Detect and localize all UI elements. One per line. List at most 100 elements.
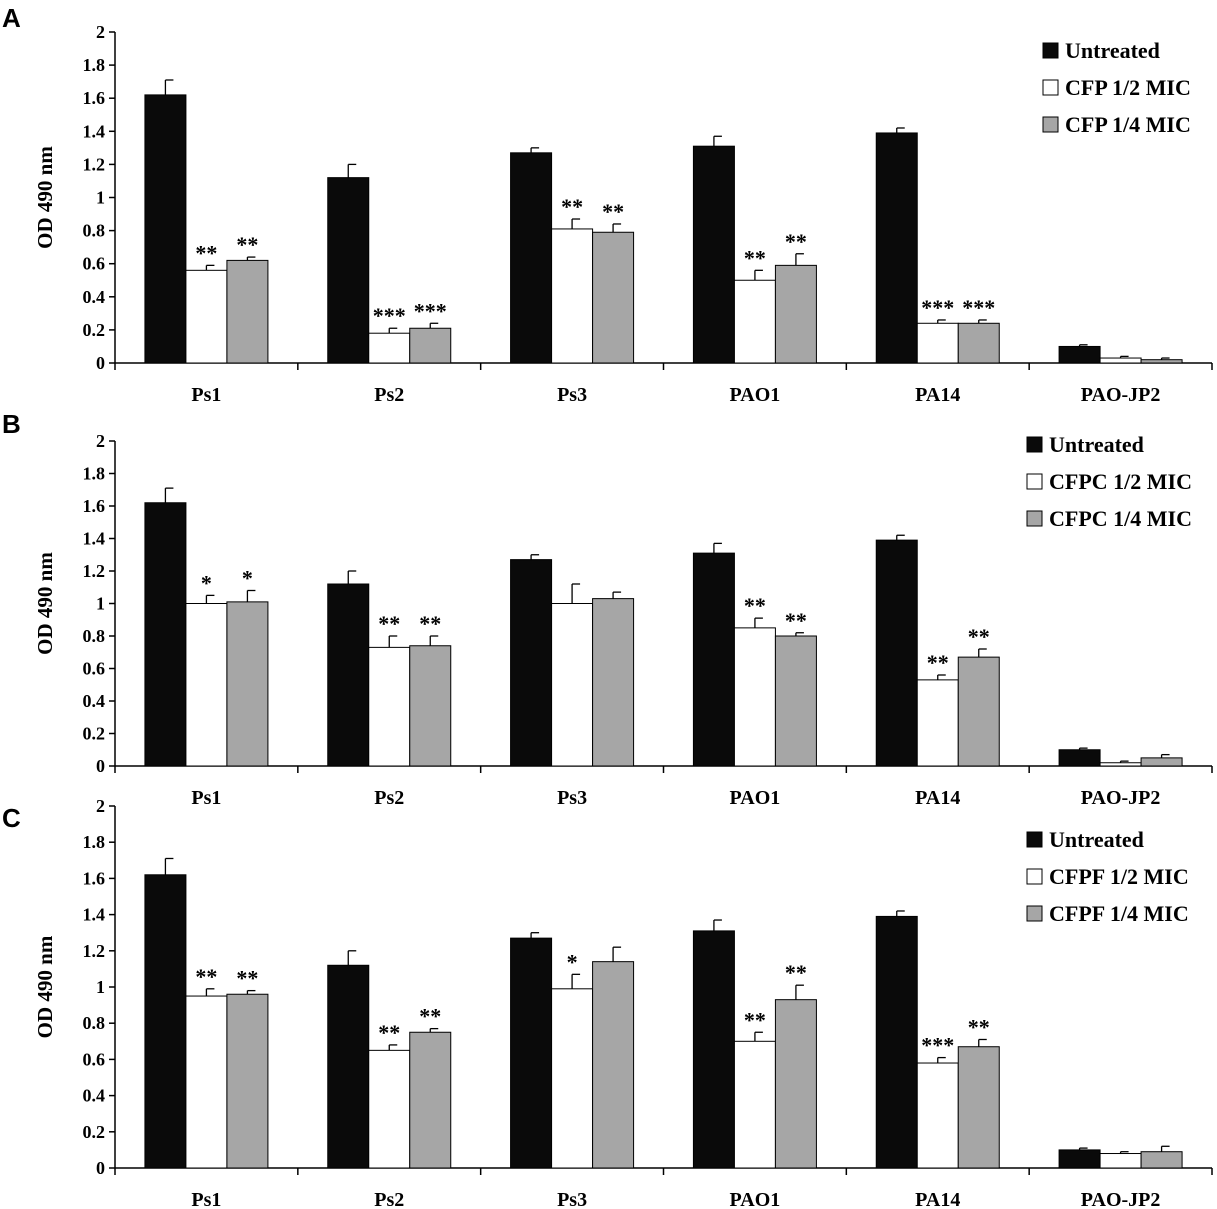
bar: [1140, 1151, 1183, 1169]
legend-swatch: [1026, 868, 1043, 885]
significance-label: **: [785, 960, 807, 985]
significance-label: **: [236, 966, 258, 991]
significance-label: ***: [962, 295, 995, 320]
bar: [144, 94, 187, 364]
bar: [144, 502, 187, 767]
significance-label: **: [744, 1007, 766, 1032]
chart-panel-a: A OD 490 nm 0 0.2 0.4 0.6 0.8 1 1.2 1.4 1.6 1.8 2 Ps1…: [2, 3, 1213, 406]
y-tick-label: 0.2: [83, 1122, 106, 1142]
bar: [368, 646, 411, 767]
x-tick-label: Ps1: [191, 1189, 221, 1209]
significance-label: **: [785, 608, 807, 633]
x-tick-label: Ps1: [191, 787, 221, 809]
panel-letter: B: [2, 409, 21, 439]
bar: [185, 995, 228, 1169]
bar: [185, 269, 228, 364]
bar: [1058, 1149, 1101, 1169]
bar: [409, 1031, 452, 1169]
y-axis-label: OD 490 nm: [33, 146, 57, 249]
bar: [692, 552, 735, 767]
significance-label: **: [419, 1004, 441, 1029]
bar: [1099, 357, 1142, 364]
bar: [916, 322, 959, 364]
bar: [368, 1049, 411, 1169]
y-tick-label: 0: [96, 756, 105, 776]
x-tick-label: PA14: [915, 384, 960, 406]
x-tick-label: PAO-JP2: [1081, 384, 1161, 406]
bar: [692, 145, 735, 364]
y-tick-label: 1.4: [83, 121, 106, 141]
legend-label: CFPC 1/2 MIC: [1049, 469, 1192, 494]
y-tick-label: 0.6: [83, 254, 106, 274]
significance-label: **: [378, 1020, 400, 1045]
significance-label: **: [785, 229, 807, 254]
significance-label: **: [236, 232, 258, 257]
bar: [144, 874, 187, 1169]
bar: [592, 961, 635, 1169]
chart-panel-b: B OD 490 nm 0 0.2 0.4 0.6 0.8 1 1.2 1.4 1.6 1.8 2 Ps1…: [2, 409, 1213, 809]
bar: [409, 327, 452, 364]
bar: [733, 1040, 776, 1169]
significance-label: **: [419, 611, 441, 636]
x-tick-label: Ps3: [557, 787, 587, 809]
significance-label: **: [195, 964, 217, 989]
y-tick-label: 1.6: [83, 496, 106, 516]
legend-label: CFPF 1/2 MIC: [1049, 864, 1189, 889]
bar: [1099, 1153, 1142, 1169]
x-tick-label: Ps3: [557, 1189, 587, 1209]
x-tick-label: PAO1: [730, 787, 781, 809]
bar: [226, 601, 269, 767]
bar: [510, 937, 553, 1169]
y-tick-label: 1: [96, 188, 105, 208]
y-tick-label: 0: [96, 353, 105, 373]
legend: Untreated CFPF 1/2 MIC CFPF 1/4 MIC: [1026, 827, 1189, 926]
y-tick-label: 0: [96, 1158, 105, 1178]
y-tick-label: 0.4: [83, 1086, 106, 1106]
x-tick-label: PAO-JP2: [1081, 787, 1161, 809]
y-tick-label: 1.2: [83, 941, 106, 961]
bar: [1140, 757, 1183, 767]
bar: [916, 679, 959, 767]
x-tick-label: Ps1: [191, 384, 221, 406]
legend-swatch: [1042, 116, 1059, 133]
panel-letter: A: [2, 3, 21, 33]
y-tick-label: 1: [96, 594, 105, 614]
y-axis-label: OD 490 nm: [33, 935, 57, 1038]
y-tick-label: 0.2: [83, 320, 106, 340]
legend-label: CFPF 1/4 MIC: [1049, 901, 1189, 926]
bar: [692, 930, 735, 1169]
y-tick-label: 1.6: [83, 88, 106, 108]
y-tick-label: 0.6: [83, 1049, 106, 1069]
significance-label: *: [242, 566, 253, 591]
legend-label: CFP 1/2 MIC: [1065, 75, 1191, 100]
y-tick-label: 0.2: [83, 724, 106, 744]
bar: [226, 993, 269, 1169]
significance-label: **: [744, 593, 766, 618]
bar: [510, 152, 553, 364]
legend-swatch: [1042, 79, 1059, 96]
y-tick-label: 1.8: [83, 832, 106, 852]
bar: [733, 279, 776, 364]
legend-swatch: [1026, 905, 1043, 922]
y-tick-label: 2: [96, 22, 105, 42]
x-tick-label: PAO1: [730, 1189, 781, 1209]
significance-label: ***: [414, 298, 447, 323]
x-tick-label: Ps2: [374, 1189, 404, 1209]
x-tick-label: PAO-JP2: [1081, 1189, 1161, 1209]
significance-label: **: [602, 199, 624, 224]
y-tick-label: 0.8: [83, 1013, 106, 1033]
significance-label: **: [195, 240, 217, 265]
bar: [551, 988, 594, 1169]
bar: [185, 603, 228, 767]
bar: [733, 627, 776, 767]
y-tick-label: 1.2: [83, 154, 106, 174]
y-tick-label: 0.8: [83, 221, 106, 241]
legend-swatch: [1042, 42, 1059, 59]
significance-label: ***: [921, 295, 954, 320]
bar: [774, 635, 817, 767]
bar: [510, 559, 553, 767]
bar: [327, 583, 370, 767]
legend-label: Untreated: [1065, 38, 1160, 63]
legend: Untreated CFP 1/2 MIC CFP 1/4 MIC: [1042, 38, 1191, 137]
